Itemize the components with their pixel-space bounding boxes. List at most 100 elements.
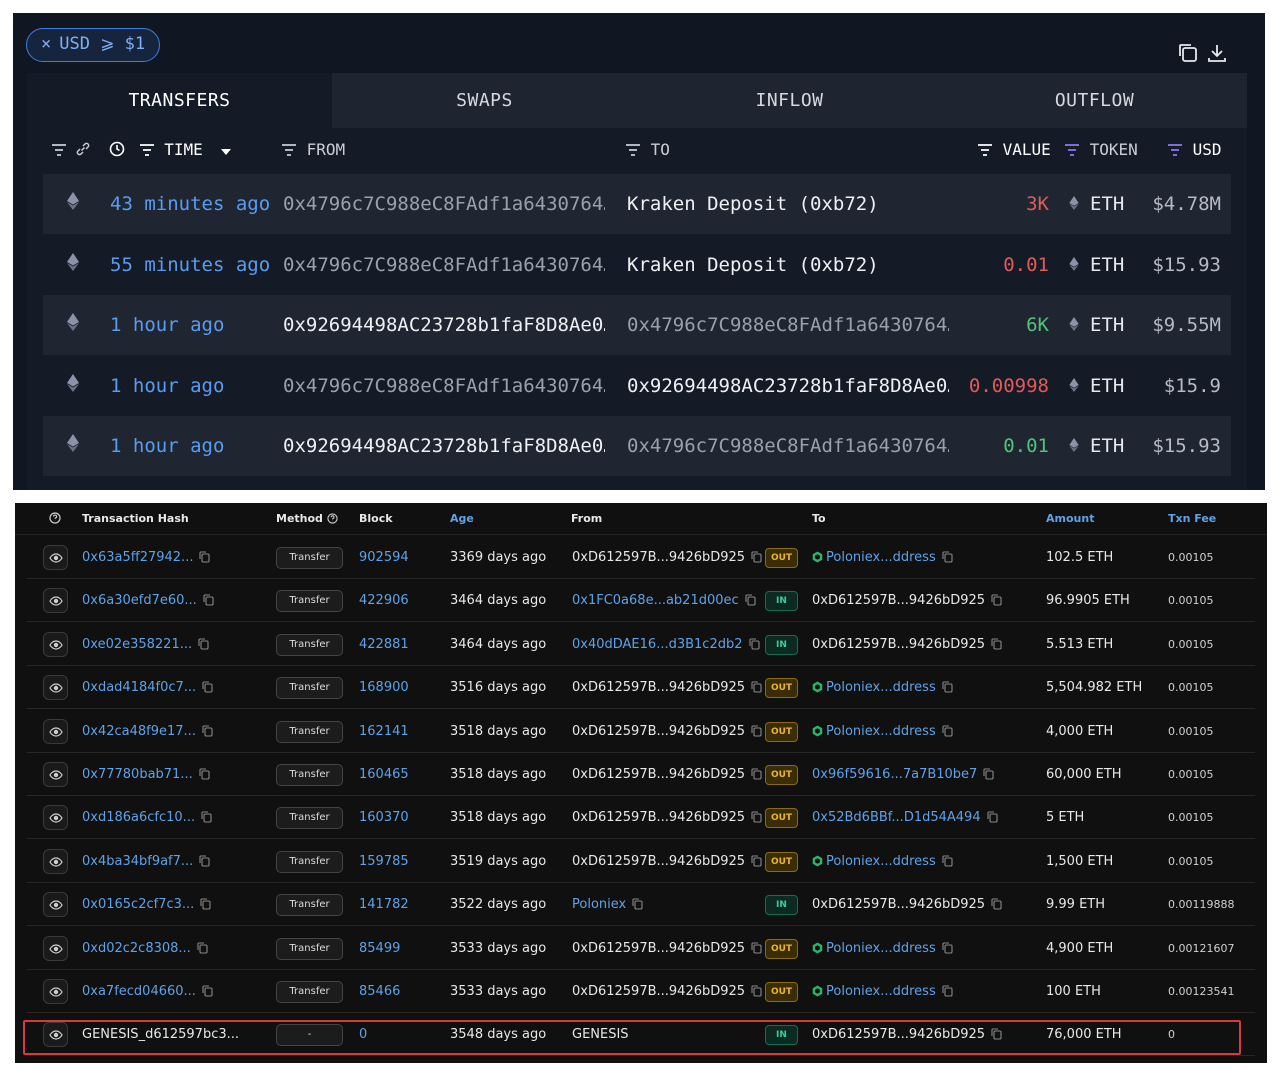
copy-icon[interactable] [745, 680, 762, 695]
transfer-token[interactable]: ETH [1090, 375, 1125, 397]
copy-icon[interactable] [745, 941, 762, 956]
tx-hash-cell[interactable]: GENESIS_d612597bc3... [82, 1013, 239, 1056]
from-address[interactable]: 0xD612597B...9426bD925 [572, 680, 746, 696]
tx-hash[interactable]: 0xd186a6cfc10... [82, 810, 196, 826]
copy-icon[interactable] [936, 680, 953, 695]
transfer-token[interactable]: ETH [1090, 314, 1125, 336]
from-address[interactable]: 0xD612597B...9426bD925 [572, 723, 746, 739]
tx-hash-cell[interactable]: 0x63a5ff27942... [82, 536, 211, 579]
transfer-to[interactable]: 0x4796c7C988eC8FAdf1a6430764… [627, 435, 949, 457]
transaction-row[interactable]: 0x42ca48f9e17... Transfer 162141 3518 days … [27, 710, 1255, 753]
age-header[interactable]: Age [450, 512, 474, 525]
copy-icon[interactable] [745, 724, 762, 739]
to-address-cell[interactable]: Poloniex...ddress [812, 840, 953, 883]
copy-icon[interactable] [193, 550, 211, 565]
tx-hash-cell[interactable]: 0xd186a6cfc10... [82, 796, 212, 839]
copy-icon[interactable] [985, 593, 1002, 608]
copy-icon[interactable] [977, 767, 994, 782]
block-number[interactable]: 168900 [359, 680, 409, 696]
preview-eye-icon[interactable] [43, 675, 68, 701]
block-number[interactable]: 422881 [359, 636, 409, 652]
remove-filter-icon[interactable]: × [41, 34, 52, 54]
to-address-cell[interactable]: Poloniex...ddress [812, 927, 953, 970]
transaction-row[interactable]: 0x77780bab71... Transfer 160465 3518 days a… [27, 753, 1255, 796]
block-number[interactable]: 85499 [359, 940, 401, 956]
copy-icon[interactable] [745, 854, 762, 869]
token-column-header[interactable]: TOKEN [1064, 128, 1138, 172]
tx-hash-cell[interactable]: 0x4ba34bf9af7... [82, 840, 210, 883]
transfer-to[interactable]: Kraken Deposit (0xb72) [627, 254, 879, 276]
usd-column-header[interactable]: USD [1167, 128, 1222, 172]
preview-eye-icon[interactable] [43, 848, 68, 874]
copy-icon[interactable] [745, 984, 762, 999]
tx-hash[interactable]: 0xdad4184f0c7... [82, 680, 197, 696]
tab-outflow[interactable]: OUTFLOW [942, 73, 1247, 128]
transaction-row[interactable]: 0x63a5ff27942... Transfer 902594 3369 days … [27, 536, 1255, 579]
copy-icon[interactable] [745, 550, 762, 565]
to-address-cell[interactable]: 0xD612597B...9426bD925 [812, 579, 1002, 622]
transfer-token[interactable]: ETH [1090, 193, 1125, 215]
to-address-cell[interactable]: Poloniex...ddress [812, 666, 953, 709]
copy-icon[interactable] [193, 767, 210, 782]
transaction-row[interactable]: 0xd02c2c8308... Transfer 85499 3533 days ag… [27, 927, 1255, 970]
transfer-time[interactable]: 1 hour ago [110, 435, 225, 457]
transfer-row[interactable]: 1 hour ago 0x92694498AC23728b1faF8D8Ae0…… [43, 416, 1231, 476]
to-address[interactable]: 0x52Bd6BBf...D1d54A494 [812, 810, 981, 826]
transfer-from[interactable]: 0x4796c7C988eC8FAdf1a6430764… [283, 193, 605, 215]
copy-icon[interactable] [193, 854, 210, 869]
copy-icon[interactable] [192, 637, 209, 652]
from-address-cell[interactable]: 0xD612597B...9426bD925 [572, 927, 762, 970]
copy-icon[interactable] [985, 637, 1002, 652]
copy-icon[interactable] [196, 724, 213, 739]
tx-hash[interactable]: 0x6a30efd7e60... [82, 593, 197, 609]
transfer-time[interactable]: 55 minutes ago [110, 254, 271, 276]
copy-icon[interactable] [191, 941, 208, 956]
from-address[interactable]: 0xD612597B...9426bD925 [572, 940, 746, 956]
from-address[interactable]: 0xD612597B...9426bD925 [572, 810, 746, 826]
block-number[interactable]: 422906 [359, 593, 409, 609]
tx-hash[interactable]: 0x77780bab71... [82, 767, 193, 782]
from-address[interactable]: 0xD612597B...9426bD925 [572, 767, 746, 782]
transaction-row[interactable]: 0xdad4184f0c7... Transfer 168900 3516 days … [27, 666, 1255, 710]
tx-hash[interactable]: 0x4ba34bf9af7... [82, 853, 194, 869]
from-address[interactable]: 0xD612597B...9426bD925 [572, 853, 746, 869]
to-address-cell[interactable]: Poloniex...ddress [812, 536, 953, 579]
tx-hash-cell[interactable]: 0xa7fecd04660... [82, 970, 213, 1013]
transfer-row[interactable]: 1 hour ago 0x4796c7C988eC8FAdf1a6430764…… [43, 356, 1231, 416]
link-icon[interactable] [75, 128, 91, 172]
transaction-row[interactable]: 0x0165c2cf7c3... Transfer 141782 3522 days … [27, 883, 1255, 927]
copy-icon[interactable] [936, 941, 953, 956]
preview-eye-icon[interactable] [43, 588, 68, 614]
help-icon[interactable] [49, 503, 61, 535]
copy-icon[interactable] [936, 984, 953, 999]
to-column-header[interactable]: TO [625, 128, 670, 172]
tx-hash-cell[interactable]: 0x42ca48f9e17... [82, 710, 213, 753]
to-address-cell[interactable]: Poloniex...ddress [812, 710, 953, 753]
from-address-cell[interactable]: 0x1FC0a68e...ab21d00ec [572, 579, 756, 622]
transfer-to[interactable]: Kraken Deposit (0xb72) [627, 193, 879, 215]
transaction-row[interactable]: 0x6a30efd7e60... Transfer 422906 3464 days … [27, 579, 1255, 623]
copy-icon[interactable] [743, 637, 760, 652]
transfer-row[interactable]: 1 hour ago 0x92694498AC23728b1faF8D8Ae0…… [43, 295, 1231, 355]
tx-hash-cell[interactable]: 0xe02e358221... [82, 623, 209, 666]
tx-hash[interactable]: 0xe02e358221... [82, 636, 193, 652]
to-address[interactable]: 0x96f59616...7a7B10be7 [812, 767, 978, 782]
transfer-from[interactable]: 0x92694498AC23728b1faF8D8Ae0… [283, 314, 605, 336]
row-filter-icon[interactable] [51, 128, 67, 172]
preview-eye-icon[interactable] [43, 545, 68, 570]
to-address-cell[interactable]: 0x52Bd6BBf...D1d54A494 [812, 796, 998, 839]
amount-header[interactable]: Amount [1046, 512, 1095, 525]
tx-hash-cell[interactable]: 0x6a30efd7e60... [82, 579, 214, 622]
to-address[interactable]: Poloniex...ddress [826, 940, 936, 956]
value-column-header[interactable]: VALUE [977, 128, 1051, 172]
tab-inflow[interactable]: INFLOW [637, 73, 942, 128]
to-address[interactable]: Poloniex...ddress [826, 853, 936, 869]
transfer-token[interactable]: ETH [1090, 254, 1125, 276]
copy-icon[interactable] [196, 680, 213, 695]
tx-hash[interactable]: 0x0165c2cf7c3... [82, 897, 195, 913]
to-address-cell[interactable]: 0xD612597B...9426bD925 [812, 623, 1002, 666]
transaction-row[interactable]: 0xe02e358221... Transfer 422881 3464 days a… [27, 623, 1255, 666]
tab-swaps[interactable]: SWAPS [332, 73, 637, 128]
transaction-row[interactable]: 0x4ba34bf9af7... Transfer 159785 3519 days … [27, 840, 1255, 883]
transfer-row[interactable]: 55 minutes ago 0x4796c7C988eC8FAdf1a6430… [43, 235, 1231, 295]
